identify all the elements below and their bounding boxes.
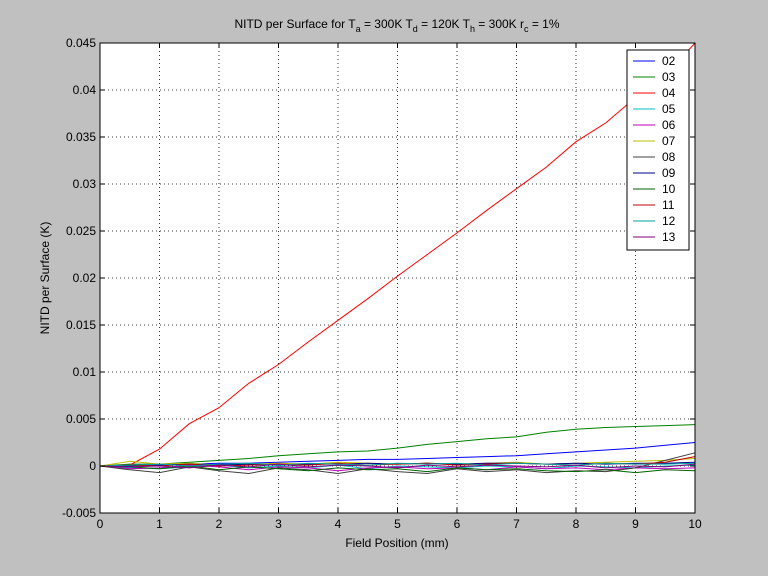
x-tick-label: 1 [156,517,163,531]
legend-label-07: 07 [662,134,676,148]
y-tick-label: 0.01 [73,365,97,379]
x-tick-label: 9 [632,517,639,531]
y-tick-label: 0 [89,459,96,473]
legend[interactable]: 02 03 04 05 06 07 08 09 10 11 12 13 [626,49,690,251]
title-part: c [524,24,529,34]
legend-label-12: 12 [662,214,676,228]
legend-label-05: 05 [662,102,676,116]
y-tick-label: 0.03 [73,177,97,191]
x-tick-label: 3 [275,517,282,531]
title-part: d [413,24,418,34]
y-tick-label: -0.005 [62,506,96,520]
chart-title: NITD per Surface for Ta = 300K Td = 120K… [234,17,559,34]
x-tick-label: 5 [394,517,401,531]
legend-box [626,49,690,251]
y-tick-label: 0.02 [73,271,97,285]
y-tick-label: 0.005 [66,412,96,426]
y-tick-label: 0.04 [73,83,97,97]
series-line-08 [99,452,696,475]
axes-background [100,43,695,513]
series-line-04 [99,42,696,467]
title-part: = 300K T [361,17,414,31]
legend-label-03: 03 [662,70,676,84]
y-tick-label: 0.035 [66,130,96,144]
title-part: a [356,24,361,34]
x-tick-label: 6 [454,517,461,531]
y-tick-label: 0.015 [66,318,96,332]
legend-label-02: 02 [662,54,676,68]
title-part: = 120K T [418,17,471,31]
series-group [99,42,696,475]
title-part: = 1% [529,17,560,31]
x-tick-label: 4 [335,517,342,531]
title-part: = 300K r [475,17,524,31]
title-part: h [470,24,475,34]
series-line-12 [99,462,696,467]
x-tick-label: 10 [688,517,702,531]
y-tick-label: 0.025 [66,224,96,238]
legend-label-09: 09 [662,166,676,180]
legend-label-06: 06 [662,118,676,132]
series-line-03 [99,424,696,467]
x-tick-label: 8 [573,517,580,531]
x-tick-label: 0 [97,517,104,531]
x-tick-label: 7 [513,517,520,531]
y-axis-label: NITD per Surface (K) [38,222,52,335]
legend-label-10: 10 [662,182,676,196]
legend-label-13: 13 [662,230,676,244]
y-tick-label: 0.045 [66,36,96,50]
legend-label-04: 04 [662,86,676,100]
x-axis-label: Field Position (mm) [345,536,448,550]
x-tick-label: 2 [216,517,223,531]
title-part: NITD per Surface for T [234,17,356,31]
ticks: 0 1 2 3 4 5 6 7 8 9 10-0.00500.0050.010.0150.020.0… [62,36,702,531]
legend-label-08: 08 [662,150,676,164]
legend-label-11: 11 [662,198,675,212]
series-line-13 [99,463,696,469]
